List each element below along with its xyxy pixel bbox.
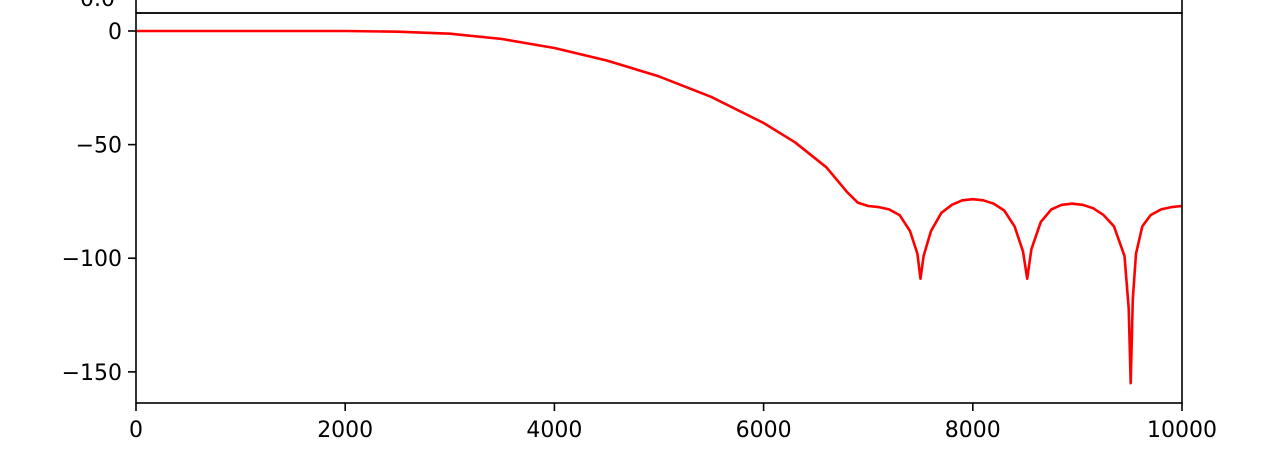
series-line-magnitude (136, 29, 1182, 385)
y-tick-label: −100 (62, 247, 122, 272)
x-tick-label: 2000 (317, 418, 373, 443)
y-axis-ticks: 0 −50 −100 −150 (62, 20, 136, 386)
x-tick-label: 0 (129, 418, 143, 443)
upper-axes-tick-label: 0.0 (80, 0, 115, 12)
upper-axes-partial: 0.0 (80, 0, 1183, 14)
x-tick-label: 8000 (945, 418, 1001, 443)
y-tick-label: −50 (76, 134, 122, 159)
y-tick-label: 0 (108, 20, 122, 45)
x-tick-label: 6000 (736, 418, 792, 443)
y-tick-label: −150 (62, 361, 122, 386)
x-tick-label: 10000 (1147, 418, 1217, 443)
main-axes: 0 2000 4000 6000 8000 10000 0 −50 −100 −150 (62, 12, 1217, 443)
plot-frame (135, 12, 1183, 404)
x-tick-label: 4000 (526, 418, 582, 443)
x-axis-ticks: 0 2000 4000 6000 8000 10000 (129, 403, 1217, 443)
